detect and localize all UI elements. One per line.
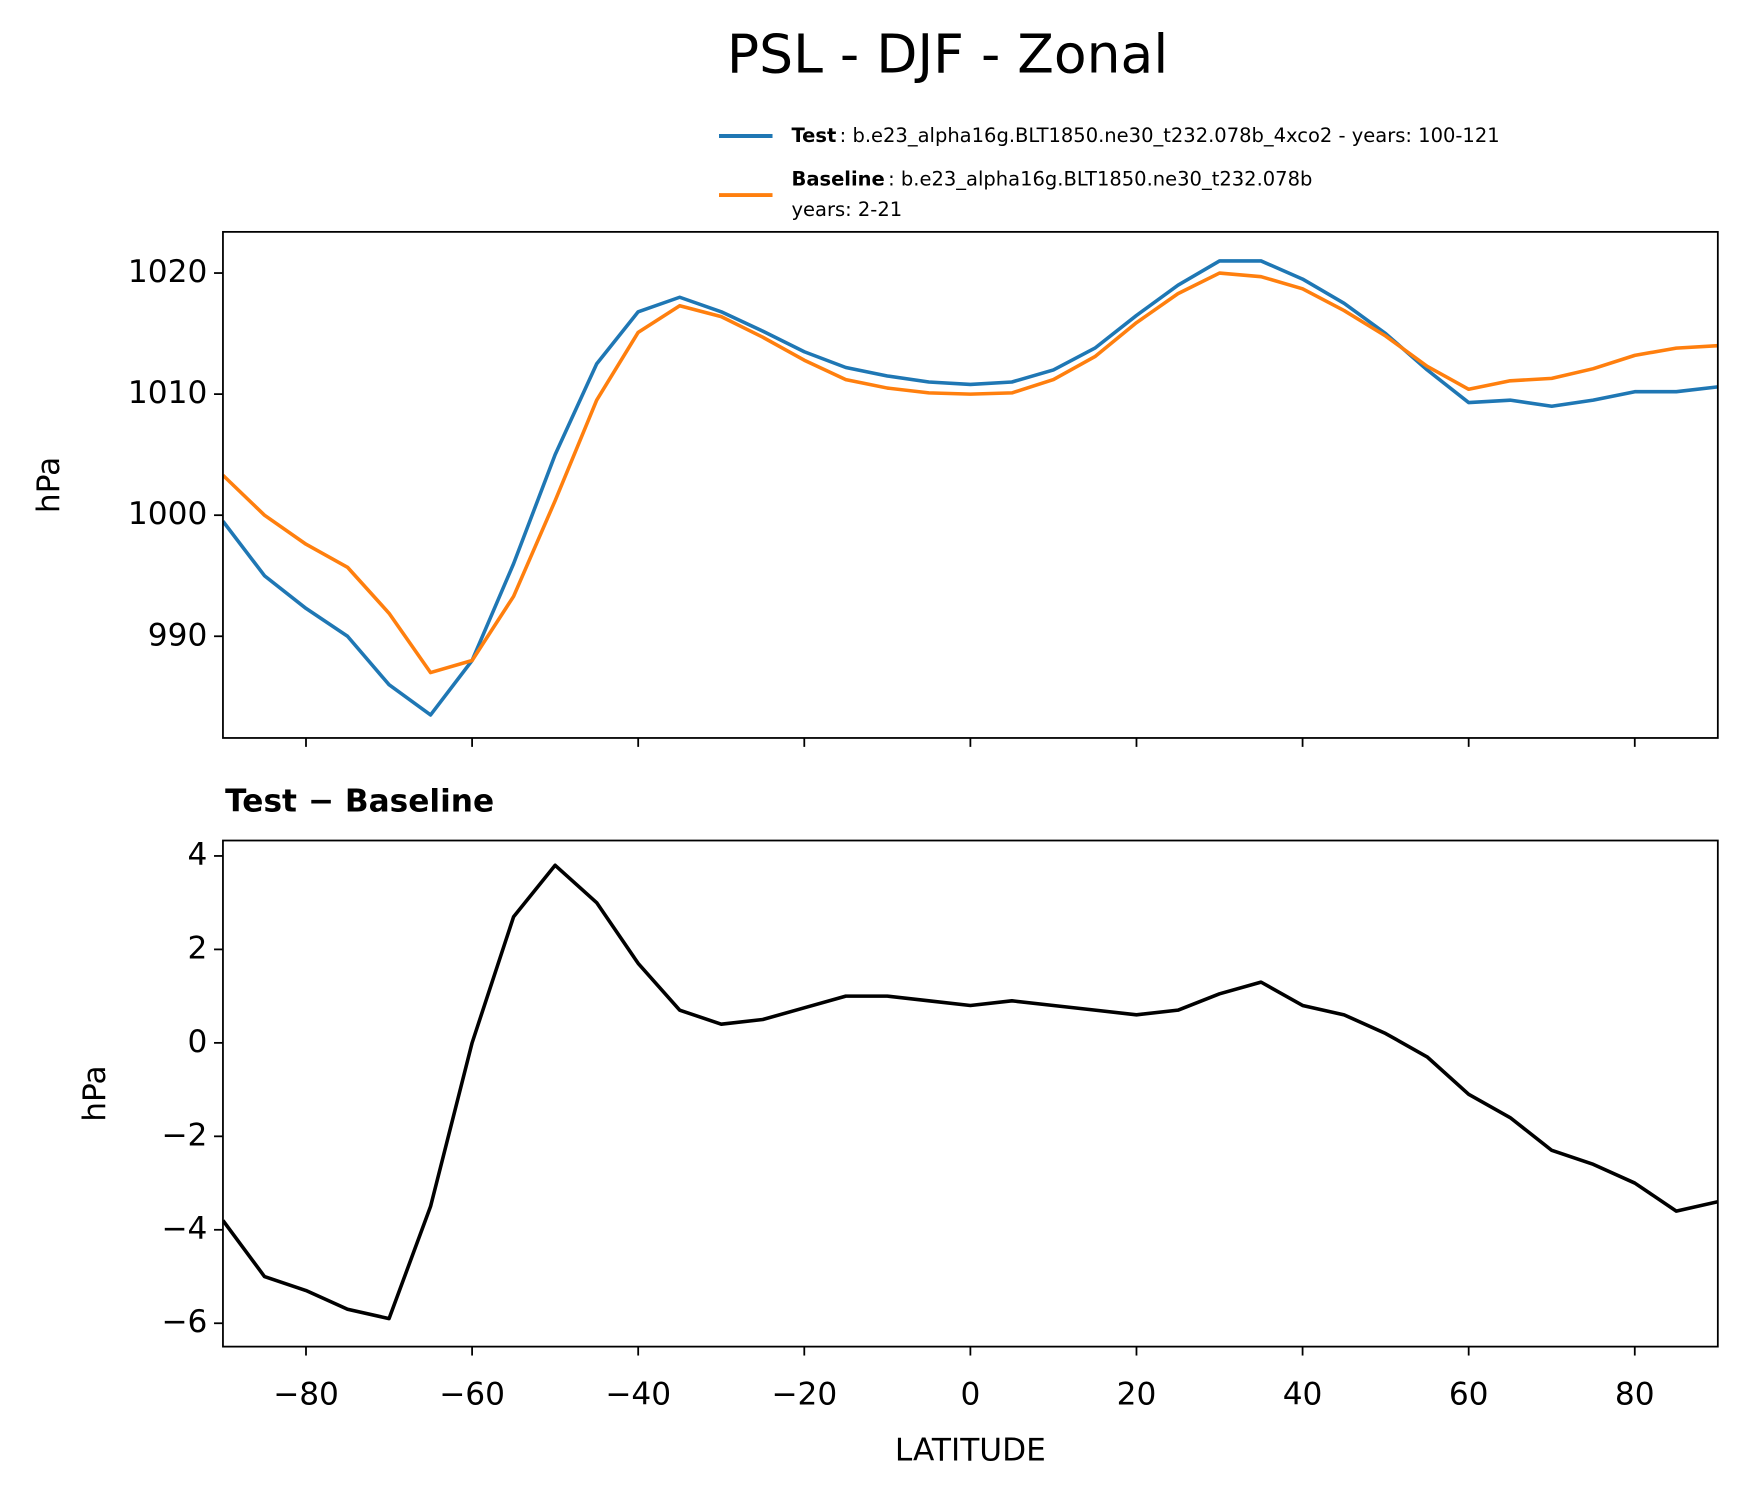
y-tick-label: 4 bbox=[187, 837, 207, 873]
legend-description: years: 2-21 bbox=[791, 198, 902, 221]
x-tick-label: −40 bbox=[605, 1377, 671, 1413]
x-axis-label: LATITUDE bbox=[895, 1432, 1046, 1468]
x-tick-label: 60 bbox=[1449, 1377, 1489, 1413]
x-tick-label: −60 bbox=[439, 1377, 505, 1413]
data-line bbox=[222, 259, 1718, 717]
x-tick-label: −80 bbox=[273, 1377, 339, 1413]
y-axis-label: hPa bbox=[77, 1065, 113, 1121]
x-tick-label: 0 bbox=[960, 1377, 980, 1413]
y-tick-label: 1000 bbox=[128, 496, 207, 532]
y-tick-label: −2 bbox=[161, 1117, 207, 1153]
y-tick-label: 990 bbox=[148, 617, 208, 653]
y-tick-label: 0 bbox=[187, 1024, 207, 1060]
y-tick-label: 2 bbox=[187, 930, 207, 966]
x-tick-label: 40 bbox=[1283, 1377, 1323, 1413]
subplot-title: Test − Baseline bbox=[225, 784, 494, 820]
x-tick-label: 20 bbox=[1117, 1377, 1157, 1413]
y-tick-label: −4 bbox=[161, 1211, 207, 1247]
axes-frame bbox=[222, 839, 1719, 1348]
legend-name: Test bbox=[791, 124, 836, 147]
chart-title: PSL - DJF - Zonal bbox=[727, 23, 1168, 86]
axes-frame bbox=[222, 230, 1719, 739]
legend-description: : b.e23_alpha16g.BLT1850.ne30_t232.078b_… bbox=[840, 124, 1500, 147]
plot-area bbox=[222, 863, 1718, 1321]
y-tick-label: 1020 bbox=[128, 254, 207, 290]
x-tick-label: 80 bbox=[1615, 1377, 1655, 1413]
x-tick-label: −20 bbox=[771, 1377, 837, 1413]
plot-area bbox=[222, 259, 1718, 717]
y-axis-label: hPa bbox=[31, 457, 67, 513]
y-tick-label: −6 bbox=[161, 1304, 207, 1340]
data-line bbox=[222, 271, 1718, 675]
y-tick-label: 1010 bbox=[128, 375, 207, 411]
data-line bbox=[222, 863, 1718, 1321]
legend-label: Test: b.e23_alpha16g.BLT1850.ne30_t232.0… bbox=[791, 124, 1499, 147]
legend-description: : b.e23_alpha16g.BLT1850.ne30_t232.078b bbox=[888, 167, 1312, 190]
legend-label: Baseline: b.e23_alpha16g.BLT1850.ne30_t2… bbox=[791, 167, 1312, 190]
legend-name: Baseline bbox=[791, 167, 884, 190]
